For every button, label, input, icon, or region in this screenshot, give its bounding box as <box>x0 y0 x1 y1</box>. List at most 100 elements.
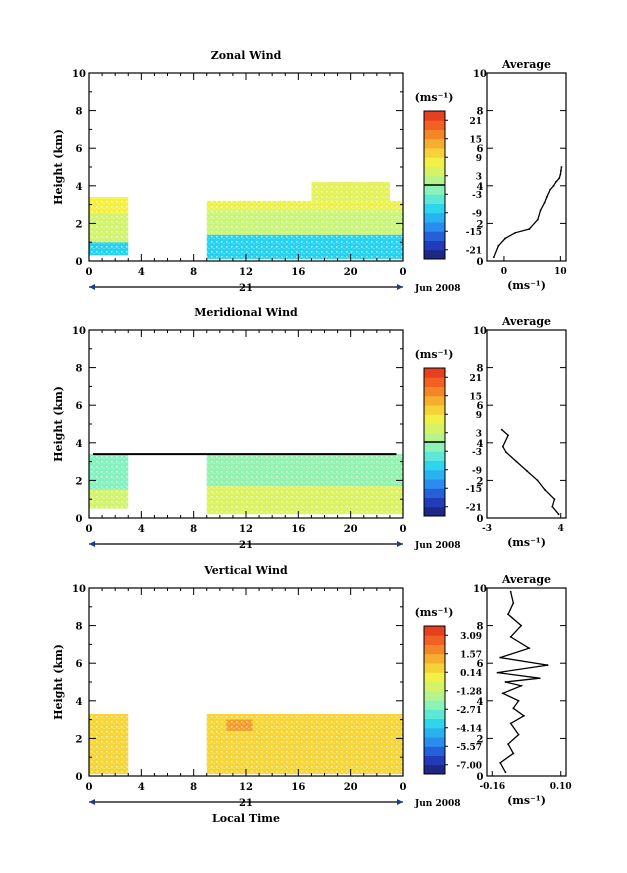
colorbar-segment <box>424 368 445 378</box>
month-label: Jun 2008 <box>414 284 461 294</box>
colorbar-tick-label: -15 <box>466 485 482 495</box>
colorbar-segment <box>424 240 445 251</box>
colorbar-segment <box>424 442 445 452</box>
colorbar-tick-label: -2.71 <box>456 706 482 716</box>
x-tick-label: 20 <box>344 524 358 535</box>
colorbar-segment <box>424 755 445 766</box>
colorbar-segment <box>424 386 445 397</box>
x-tick-label: 0 <box>400 782 407 793</box>
colorbar-segment <box>424 497 445 508</box>
y-tick-label: 10 <box>72 326 86 337</box>
x-tick-label: 12 <box>239 267 253 278</box>
average-profile-point <box>553 498 556 501</box>
average-profile-point <box>551 505 554 508</box>
y-tick-label: 4 <box>76 439 83 450</box>
colorbar-segment <box>424 635 445 645</box>
panel-title: Vertical Wind <box>203 564 288 577</box>
colorbar-segment <box>424 746 445 756</box>
colorbar-unit: (ms⁻¹) <box>415 606 454 619</box>
average-profile-point <box>515 460 518 463</box>
colorbar-segment <box>424 690 445 701</box>
panel-title: Meridional Wind <box>194 306 298 319</box>
average-profile-point <box>512 602 515 604</box>
x-tick-label: 4 <box>138 782 145 793</box>
average-x-tick-label: 4 <box>558 524 564 534</box>
date-label: 21 <box>239 540 253 551</box>
date-bar-arrow-right <box>397 799 403 805</box>
colorbar-segment <box>424 727 445 738</box>
colorbar-segment <box>424 395 445 406</box>
average-profile-point <box>492 256 495 259</box>
colorbar-tick-label: 3 <box>476 172 482 182</box>
x-tick-label: 4 <box>138 524 145 535</box>
y-tick-label: 8 <box>76 107 83 118</box>
colorbar-tick-label: 21 <box>469 117 482 127</box>
average-profile-point <box>536 218 539 221</box>
colorbar-segment <box>424 111 445 121</box>
colorbar-tick-label: -9 <box>472 466 482 476</box>
average-x-label: (ms⁻¹) <box>507 279 546 292</box>
colorbar-segment <box>424 212 445 223</box>
average-profile-point <box>520 684 523 687</box>
average-profile-point <box>544 488 546 491</box>
y-tick-label: 10 <box>72 69 86 80</box>
heatmap-cell-texture <box>89 713 129 775</box>
colorbar-tick-label: 3.09 <box>460 632 482 642</box>
average-x-tick-label: 0 <box>501 267 507 277</box>
average-profile-line <box>493 166 563 258</box>
average-profile-point <box>520 624 523 627</box>
heatmap-cell-texture <box>89 242 129 256</box>
date-bar-arrow-left <box>89 541 95 547</box>
colorbar-segment <box>424 469 445 480</box>
average-profile-point <box>497 245 500 247</box>
average-profile-point <box>554 181 557 183</box>
x-tick-label: 0 <box>400 267 407 278</box>
average-y-tick-label: 6 <box>477 659 484 670</box>
average-y-tick-label: 8 <box>477 107 484 118</box>
average-y-tick-label: 10 <box>473 326 487 337</box>
colorbar-frame <box>423 625 446 775</box>
colorbar-segment <box>424 414 445 424</box>
average-y-tick-label: 4 <box>477 439 484 450</box>
colorbar-segment <box>424 626 445 636</box>
colorbar-segment <box>424 377 445 387</box>
average-frame <box>486 587 567 777</box>
x-tick-label: 16 <box>291 782 305 793</box>
average-profile-point <box>528 647 531 650</box>
month-label: Jun 2008 <box>414 799 461 809</box>
colorbar-tick-label: 15 <box>469 135 482 145</box>
average-profile-line <box>501 429 560 515</box>
y-axis-label: Height (km) <box>52 644 65 720</box>
average-profile-point <box>560 166 563 168</box>
x-tick-label: 0 <box>86 782 93 793</box>
colorbar-segment <box>424 129 445 140</box>
colorbar-segment <box>424 432 445 443</box>
date-bar-arrow-left <box>89 284 95 290</box>
colorbar-tick-label: 21 <box>469 374 482 384</box>
y-tick-label: 2 <box>76 734 83 745</box>
average-title: Average <box>501 315 551 328</box>
average-y-tick-label: 0 <box>477 257 484 268</box>
date-bar-arrow-left <box>89 799 95 805</box>
colorbar-segment <box>424 644 445 655</box>
colorbar-segment <box>424 488 445 498</box>
colorbar-tick-label: -1.28 <box>456 687 482 697</box>
x-tick-label: 20 <box>344 782 358 793</box>
average-frame <box>486 329 567 519</box>
colorbar-segment <box>424 460 445 471</box>
date-bar-arrow-right <box>397 541 403 547</box>
heatmap-cell-texture <box>206 200 403 211</box>
y-tick-label: 2 <box>76 219 83 230</box>
average-profile-point <box>543 201 546 204</box>
colorbar-segment <box>424 451 445 461</box>
colorbar-unit: (ms⁻¹) <box>415 348 454 361</box>
average-profile-point <box>536 479 539 482</box>
heatmap-cell-texture <box>206 454 403 487</box>
heatmap-cell-texture <box>89 214 129 243</box>
x-tick-label: 0 <box>86 524 93 535</box>
y-tick-label: 2 <box>76 476 83 487</box>
average-frame <box>486 72 567 262</box>
colorbar-tick-label: -9 <box>472 209 482 219</box>
